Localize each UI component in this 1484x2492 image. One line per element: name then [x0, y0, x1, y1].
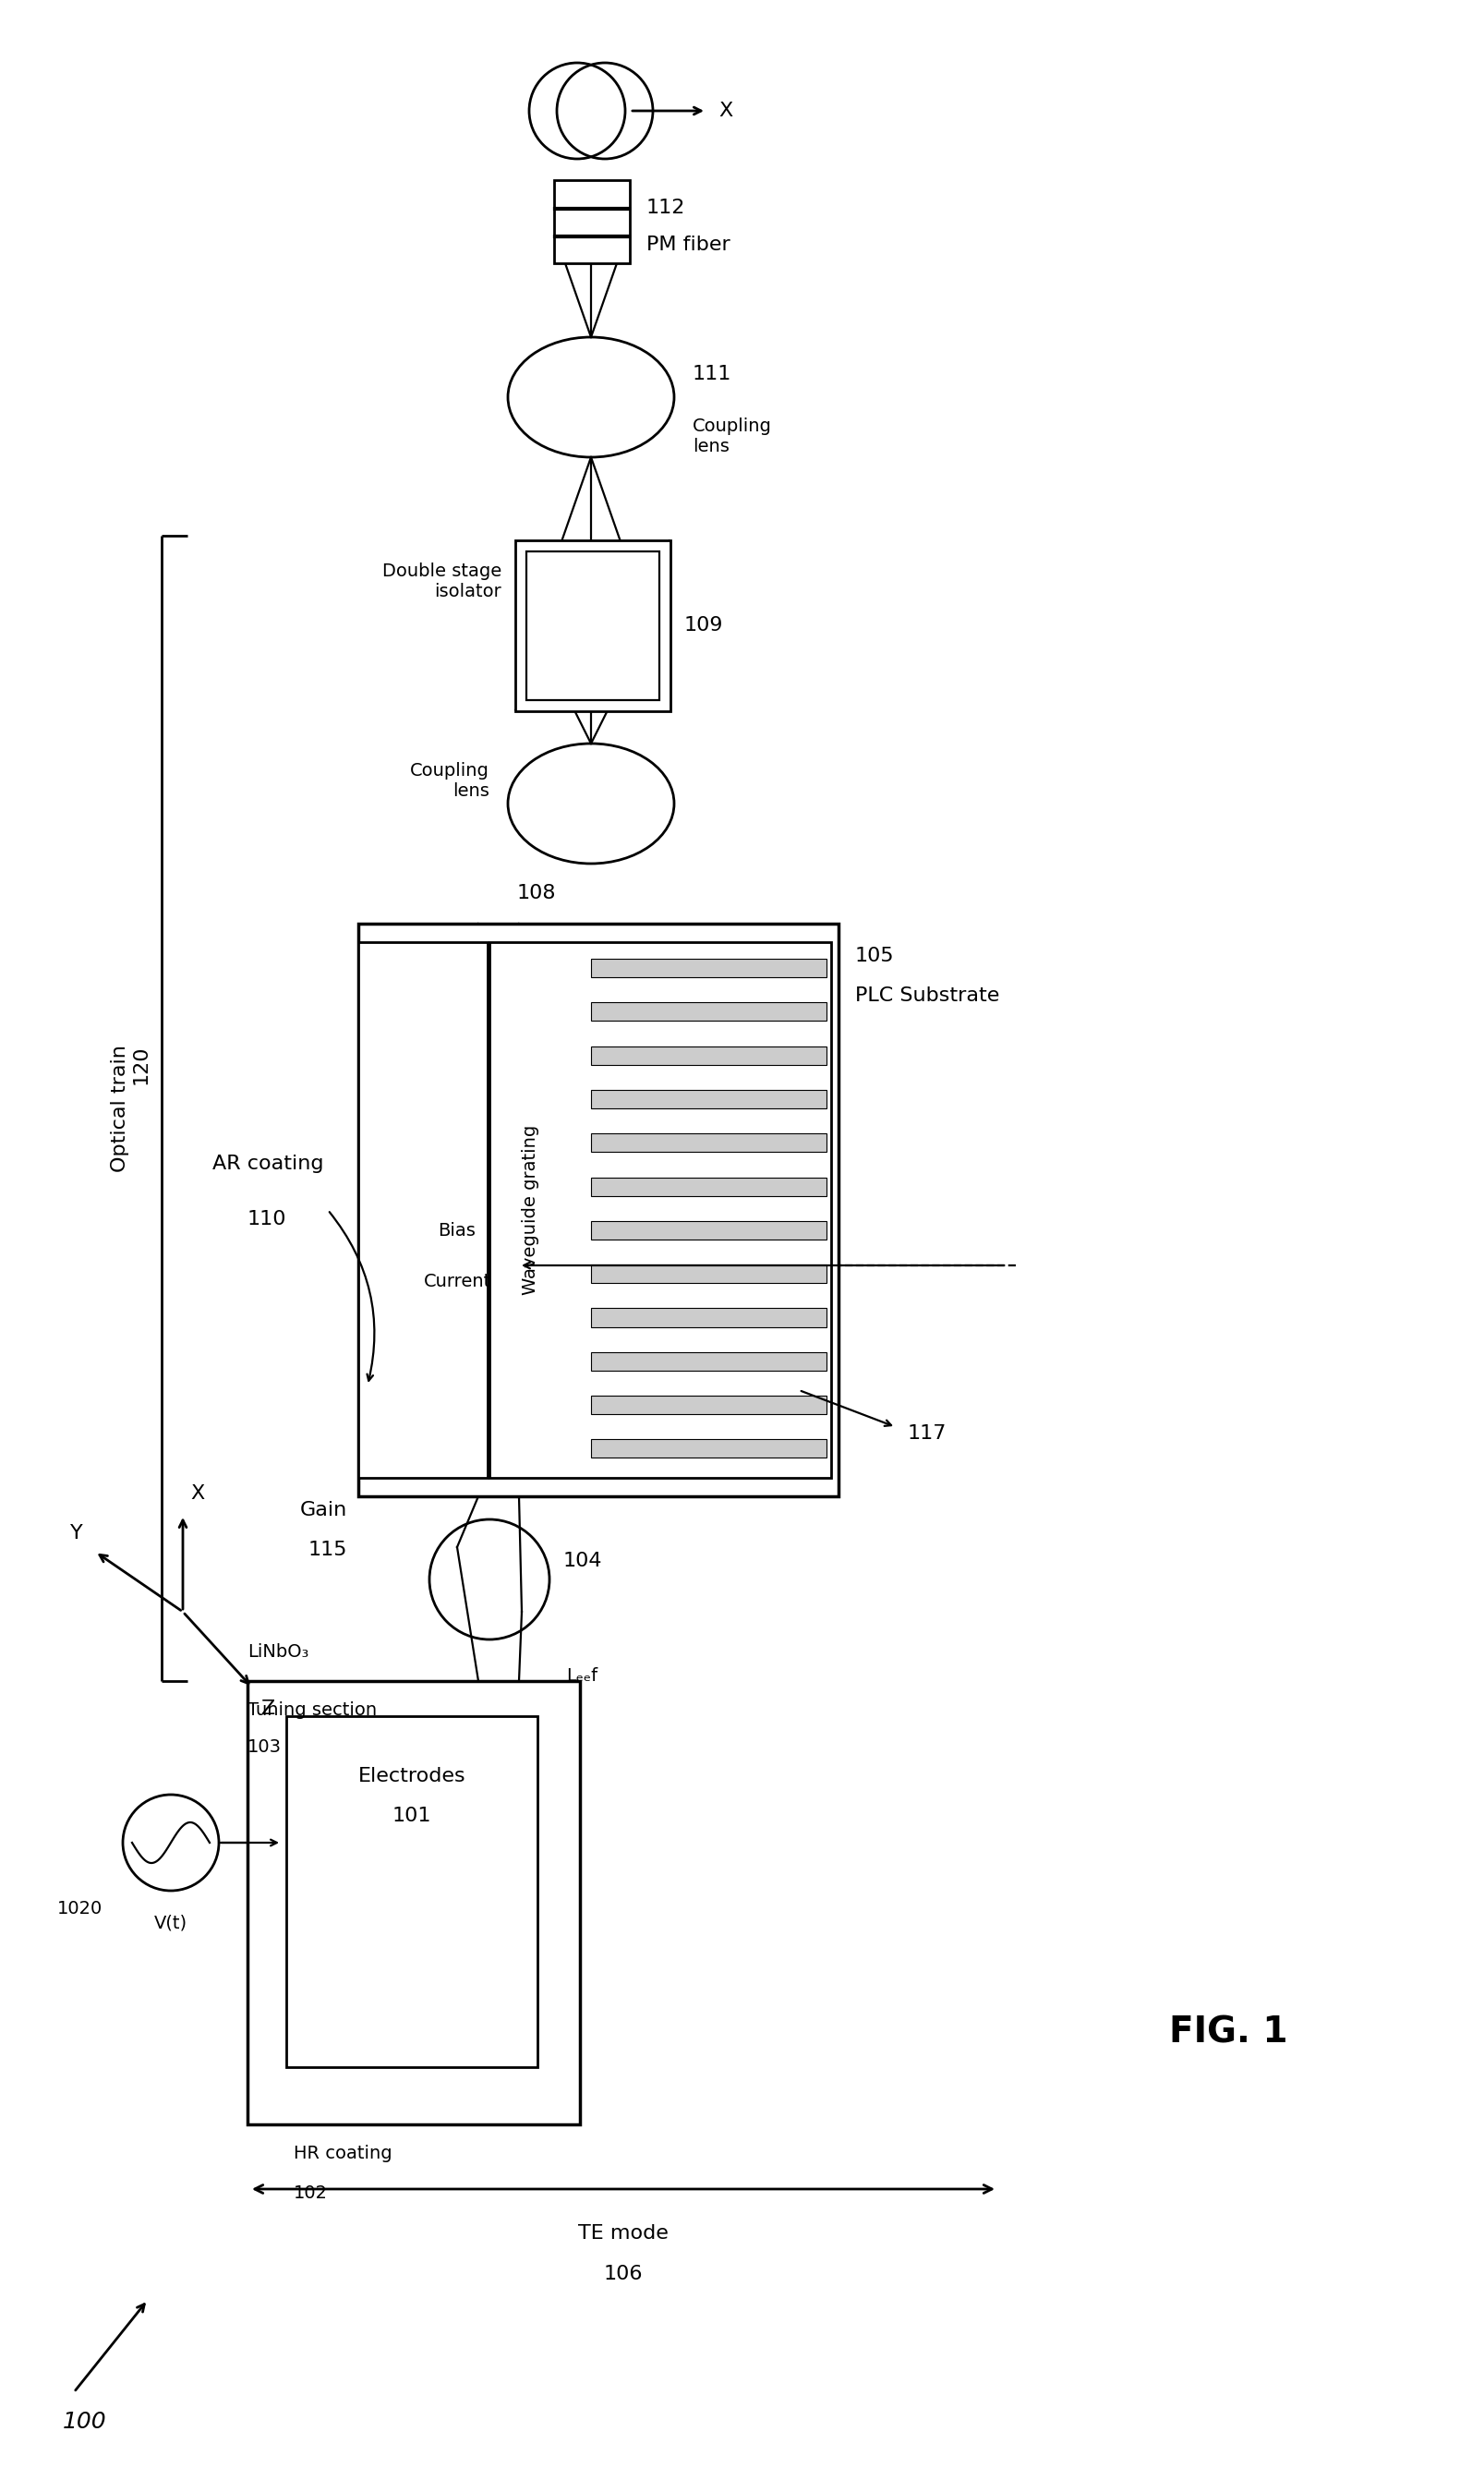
Text: Y: Y — [70, 1525, 83, 1543]
Text: 111: 111 — [693, 364, 732, 384]
Text: 105: 105 — [855, 947, 895, 964]
Text: 101: 101 — [392, 1807, 432, 1824]
Bar — [591, 1047, 827, 1064]
Text: 103: 103 — [248, 1739, 282, 1757]
Bar — [591, 959, 827, 977]
Text: Coupling
lens: Coupling lens — [693, 419, 772, 456]
Text: Gain: Gain — [300, 1500, 347, 1520]
Text: TE mode: TE mode — [579, 2225, 668, 2243]
Bar — [591, 1176, 827, 1196]
Text: Optical train
120: Optical train 120 — [111, 1044, 150, 1171]
Text: Coupling
lens: Coupling lens — [410, 763, 490, 800]
Bar — [286, 1717, 537, 2068]
Text: 1020: 1020 — [56, 1899, 102, 1916]
Text: X: X — [718, 102, 733, 120]
Text: 106: 106 — [604, 2265, 643, 2283]
Text: 110: 110 — [248, 1211, 286, 1229]
Text: Tuning section: Tuning section — [248, 1702, 377, 1719]
Text: 112: 112 — [647, 199, 686, 217]
Bar — [591, 1089, 827, 1109]
Bar — [591, 1263, 827, 1283]
Text: Electrodes: Electrodes — [358, 1767, 466, 1784]
Bar — [591, 1221, 827, 1239]
Text: 109: 109 — [684, 616, 724, 635]
Text: 100: 100 — [62, 2410, 107, 2432]
Text: X: X — [190, 1485, 205, 1503]
Bar — [591, 1353, 827, 1371]
Text: Double stage
isolator: Double stage isolator — [381, 563, 502, 601]
Text: 108: 108 — [516, 885, 556, 902]
Bar — [527, 551, 659, 700]
Bar — [358, 925, 838, 1495]
Bar — [248, 1682, 580, 2123]
Bar — [515, 541, 671, 710]
Text: HR coating: HR coating — [294, 2146, 392, 2163]
Bar — [591, 1396, 827, 1415]
Text: Z: Z — [261, 1700, 276, 1717]
Bar — [591, 1134, 827, 1151]
Text: PM fiber: PM fiber — [647, 237, 730, 254]
Bar — [591, 1308, 827, 1326]
Text: FIG. 1: FIG. 1 — [1169, 2014, 1288, 2048]
Text: Waveguide grating: Waveguide grating — [522, 1124, 540, 1296]
Text: V(t): V(t) — [154, 1914, 187, 1931]
Text: AR coating: AR coating — [212, 1154, 324, 1174]
Text: PLC Substrate: PLC Substrate — [855, 987, 1000, 1004]
Text: Lₑₑf: Lₑₑf — [565, 1667, 598, 1685]
Text: 102: 102 — [294, 2185, 328, 2203]
Bar — [591, 1440, 827, 1458]
Bar — [358, 942, 488, 1478]
Bar — [554, 179, 629, 264]
Text: 115: 115 — [309, 1540, 347, 1560]
Bar — [490, 942, 831, 1478]
Text: LiNbO₃: LiNbO₃ — [248, 1642, 309, 1660]
Text: Current: Current — [423, 1273, 491, 1291]
Text: 117: 117 — [908, 1425, 947, 1443]
Bar — [591, 1002, 827, 1022]
Text: 104: 104 — [564, 1553, 603, 1570]
Text: Bias: Bias — [438, 1221, 476, 1239]
